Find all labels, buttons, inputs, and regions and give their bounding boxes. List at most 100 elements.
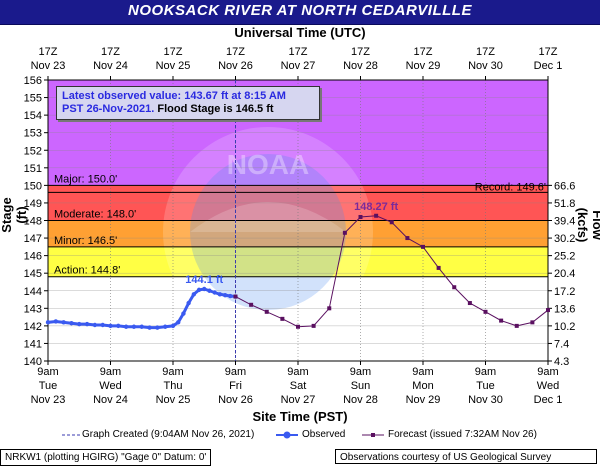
y-axis-right-title: Flow (kcfs) xyxy=(575,207,600,243)
utc-tick-date: Nov 27 xyxy=(281,60,316,72)
forecast-point xyxy=(405,236,410,241)
utc-tick-date: Nov 26 xyxy=(218,60,253,72)
y-tick-label: 154 xyxy=(24,110,42,122)
observed-point xyxy=(176,320,181,325)
observed-point xyxy=(92,322,98,328)
latest-observation-box: Latest observed value: 143.67 ft at 8:15… xyxy=(56,86,320,120)
utc-tick-time: 17Z xyxy=(414,46,433,58)
utc-tick-date: Nov 23 xyxy=(31,60,66,72)
y-tick-label: 145 xyxy=(24,268,42,280)
threshold-label-action: Action: 144.8' xyxy=(54,265,120,277)
y-tick-label: 150 xyxy=(24,180,42,192)
observed-point xyxy=(139,324,144,329)
flow-tick-label: 7.4 xyxy=(554,338,569,350)
flow-tick-label: 4.3 xyxy=(554,356,569,368)
observed-point xyxy=(108,323,113,329)
x-tick-day: Fri xyxy=(229,380,242,392)
y-tick-label: 149 xyxy=(24,198,42,210)
utc-tick-date: Nov 29 xyxy=(406,60,441,72)
x-tick-date: Nov 27 xyxy=(281,394,316,406)
forecast-point xyxy=(342,230,347,235)
x-tick-day: Tue xyxy=(39,380,58,392)
observed-point xyxy=(181,311,186,316)
y-tick-label: 142 xyxy=(24,321,42,333)
utc-tick-time: 17Z xyxy=(226,46,245,58)
threshold-label-major: Major: 150.0' xyxy=(54,173,117,185)
forecast-point xyxy=(358,214,363,219)
x-tick-date: Nov 26 xyxy=(218,394,253,406)
x-tick-day: Wed xyxy=(99,380,121,392)
x-tick-day: Tue xyxy=(476,380,495,392)
x-tick-date: Nov 24 xyxy=(93,394,128,406)
utc-tick-date: Nov 28 xyxy=(343,60,378,72)
x-tick-date: Nov 25 xyxy=(156,394,191,406)
utc-tick-date: Nov 25 xyxy=(156,60,191,72)
flow-tick-label: 10.2 xyxy=(554,321,575,333)
x-tick-date: Dec 1 xyxy=(534,394,563,406)
observed-point xyxy=(212,290,217,295)
forecast-point xyxy=(249,302,254,307)
x-tick-day: Mon xyxy=(412,380,433,392)
chart-title: NOOKSACK RIVER AT NORTH CEDARVILLLE xyxy=(128,2,472,19)
y-axis-left-title: Stage (ft) xyxy=(0,197,29,233)
data-attribution: Observations courtesy of US Geological S… xyxy=(335,449,597,464)
forecast-point xyxy=(514,323,519,328)
utc-tick-time: 17Z xyxy=(101,46,120,58)
status-line-1: Latest observed value: 143.67 ft at 8:15… xyxy=(62,90,286,102)
observed-point xyxy=(222,292,228,298)
utc-tick-time: 17Z xyxy=(39,46,58,58)
forecast-peak-label: 148.27 ft xyxy=(354,201,398,213)
forecast-point xyxy=(374,213,379,218)
observed-point xyxy=(196,287,202,293)
x-tick-date: Nov 23 xyxy=(31,394,66,406)
flow-tick-label: 39.4 xyxy=(554,216,575,228)
y-tick-label: 152 xyxy=(24,145,42,157)
x-tick-day: Wed xyxy=(537,380,559,392)
noaa-watermark-text: NOAA xyxy=(227,149,309,180)
x-tick-day: Sun xyxy=(351,380,371,392)
utc-tick-time: 17Z xyxy=(164,46,183,58)
observed-point xyxy=(155,325,160,330)
forecast-point xyxy=(389,220,394,225)
y-tick-label: 143 xyxy=(24,303,42,315)
observed-point xyxy=(100,322,105,328)
flow-tick-label: 13.6 xyxy=(554,303,575,315)
forecast-point xyxy=(233,294,238,299)
x-tick-day: Sat xyxy=(290,380,307,392)
forecast-point xyxy=(296,324,300,329)
y-tick-label: 148 xyxy=(24,216,42,228)
site-axis-title: Site Time (PST) xyxy=(252,409,348,424)
observed-point xyxy=(170,323,176,329)
observed-point xyxy=(131,324,137,329)
x-tick-time: 9am xyxy=(225,366,246,378)
utc-tick-date: Nov 24 xyxy=(93,60,128,72)
y-tick-label: 151 xyxy=(24,163,42,175)
x-tick-time: 9am xyxy=(475,366,496,378)
utc-tick-time: 17Z xyxy=(476,46,495,58)
observed-point xyxy=(207,288,212,293)
y-tick-label: 155 xyxy=(24,93,42,105)
utc-axis-title: Universal Time (UTC) xyxy=(234,25,366,40)
y-tick-label: 153 xyxy=(24,128,42,140)
legend-forecast-label: Forecast (issued 7:32AM Nov 26) xyxy=(388,429,537,440)
forecast-point xyxy=(327,306,332,311)
observed-point xyxy=(53,319,59,324)
x-tick-time: 9am xyxy=(37,366,58,378)
status-line-2-date: PST 26-Nov-2021. xyxy=(62,103,155,115)
legend-observed-marker xyxy=(283,431,291,439)
flow-tick-label: 20.4 xyxy=(554,268,575,280)
x-tick-date: Nov 29 xyxy=(406,394,441,406)
x-tick-day: Thu xyxy=(164,380,183,392)
noaa-seal-outer xyxy=(163,127,373,337)
y-tick-label: 156 xyxy=(24,75,42,87)
utc-tick-date: Dec 1 xyxy=(534,60,563,72)
x-tick-time: 9am xyxy=(412,366,433,378)
observed-point xyxy=(69,321,74,326)
forecast-point xyxy=(546,308,550,313)
observed-point xyxy=(202,286,207,292)
forecast-point xyxy=(421,244,425,249)
x-tick-time: 9am xyxy=(350,366,371,378)
x-tick-time: 9am xyxy=(537,366,558,378)
flow-tick-label: 51.8 xyxy=(554,198,575,210)
